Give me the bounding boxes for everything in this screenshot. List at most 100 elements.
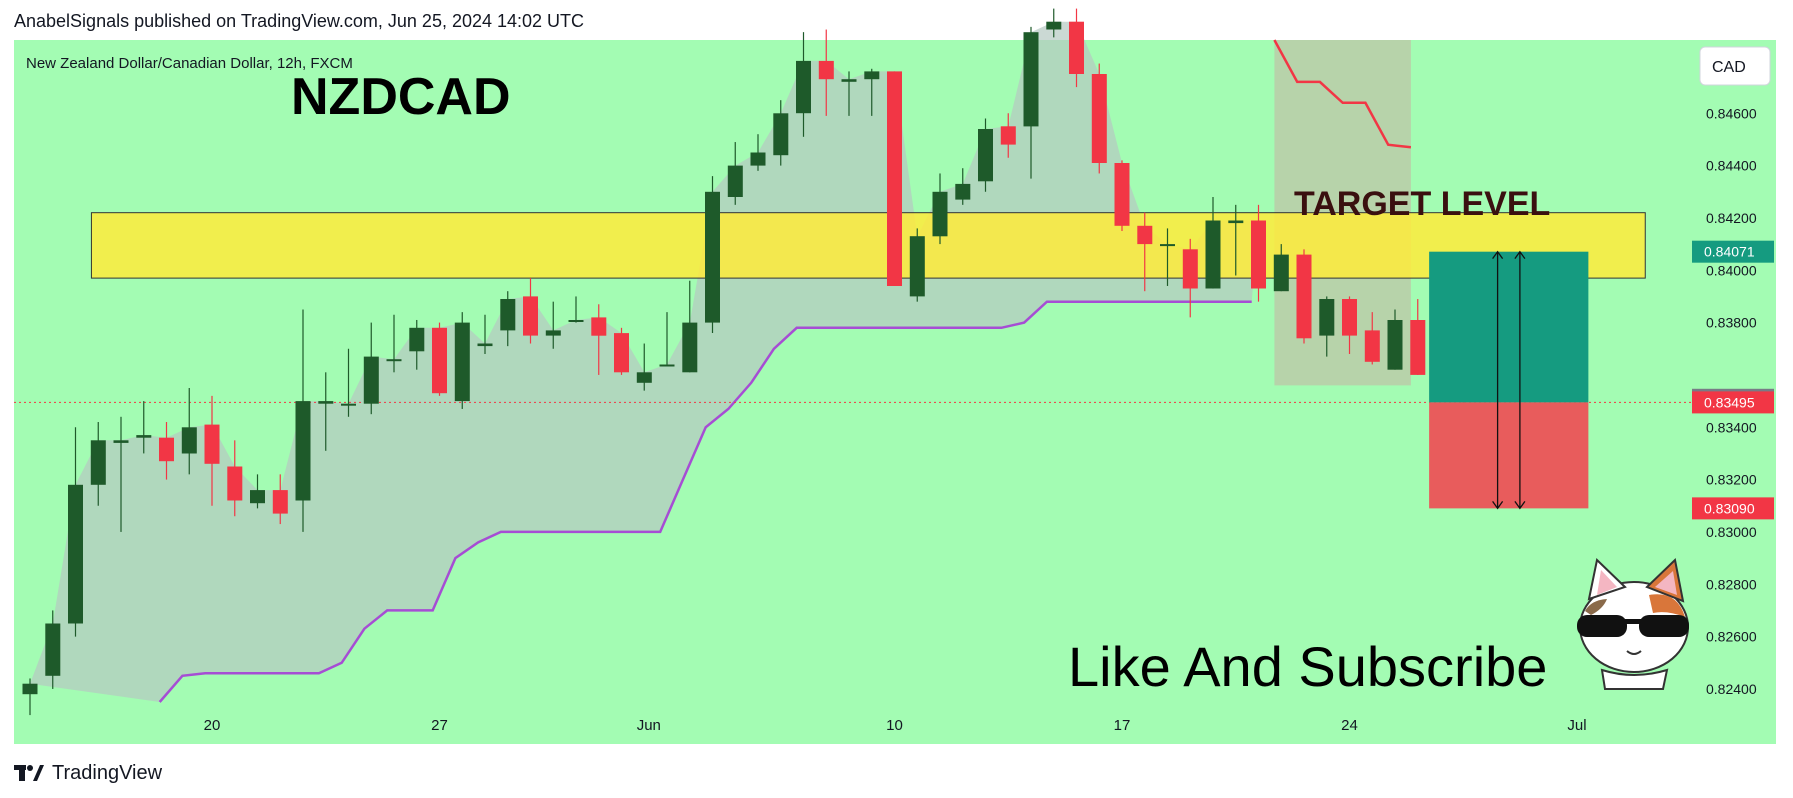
candle-body xyxy=(1046,21,1062,30)
candle-body xyxy=(659,364,675,367)
candle-body xyxy=(1114,163,1130,226)
candle-body xyxy=(796,60,811,114)
y-axis-tick-label: 0.82600 xyxy=(1706,629,1757,645)
candle-body xyxy=(727,165,743,197)
candle-body xyxy=(409,327,425,352)
y-axis-tick-label: 0.83200 xyxy=(1706,472,1757,488)
x-axis-tick-label: Jun xyxy=(637,717,661,734)
x-axis-tick-label: 17 xyxy=(1114,717,1131,734)
position-arrow-head-up xyxy=(1514,250,1526,260)
candle-body xyxy=(1228,220,1244,224)
candle-body xyxy=(68,484,83,624)
candle-body xyxy=(887,71,902,287)
target-zone-rectangle xyxy=(90,212,1646,279)
candle-body xyxy=(636,372,652,383)
x-axis-tick-label: 24 xyxy=(1341,717,1358,734)
candle-body xyxy=(318,401,334,404)
candle-body xyxy=(773,113,789,156)
candle-body xyxy=(1364,330,1380,362)
candle-body xyxy=(932,191,948,237)
candle-body xyxy=(1091,74,1107,163)
candle-body xyxy=(705,191,720,323)
x-axis-tick-label: 20 xyxy=(204,717,221,734)
y-axis-tick-label: 0.84000 xyxy=(1706,262,1757,278)
currency-button[interactable]: CAD xyxy=(1699,46,1771,86)
candle-body xyxy=(1273,254,1289,292)
resistance-trend-line xyxy=(1273,39,1412,149)
like-subscribe-annotation: Like And Subscribe xyxy=(1068,635,1547,698)
candle-body xyxy=(136,435,152,438)
stop-price-label-bg xyxy=(1692,497,1774,520)
candle-body xyxy=(1251,220,1266,289)
candle-body xyxy=(45,623,61,676)
y-axis-tick-label: 0.82400 xyxy=(1706,681,1757,697)
candle-body xyxy=(591,317,607,336)
candle-body xyxy=(864,71,880,80)
candle-body xyxy=(682,322,698,373)
support-trend-line xyxy=(158,300,1252,703)
x-axis-tick-label: 27 xyxy=(431,717,448,734)
candle-body xyxy=(750,152,766,166)
y-axis-tick-label: 0.82800 xyxy=(1706,576,1757,592)
y-axis-tick-label: 0.83000 xyxy=(1706,524,1757,540)
candle-body xyxy=(295,401,311,501)
candle-body xyxy=(1205,220,1221,289)
candle-body xyxy=(841,79,857,82)
candle-body xyxy=(341,403,356,406)
candle-body xyxy=(523,296,538,336)
symbol-description: New Zealand Dollar/Canadian Dollar, 12h,… xyxy=(26,55,353,72)
x-axis-tick-label: 10 xyxy=(886,717,903,734)
published-by-line: AnabelSignals published on TradingView.c… xyxy=(14,11,585,31)
candle-body xyxy=(1069,21,1084,74)
candle-body xyxy=(1410,320,1426,375)
candle-body xyxy=(1387,320,1403,370)
candle-body xyxy=(477,343,493,347)
position-arrow-head-down xyxy=(1514,500,1526,510)
cat-mascot-sticker xyxy=(1577,558,1689,690)
candle-body xyxy=(568,320,584,322)
current-price-label-bg xyxy=(1692,391,1774,414)
candle-body xyxy=(432,327,447,394)
candle-body xyxy=(500,299,516,331)
target-price-label: 0.84071 xyxy=(1704,244,1755,260)
candle-body xyxy=(272,490,288,514)
y-axis-tick-label: 0.84200 xyxy=(1706,210,1757,226)
candle-body xyxy=(614,333,629,373)
candle-body xyxy=(1137,225,1153,245)
candle-body xyxy=(909,236,925,297)
current-price-label: 0.83495 xyxy=(1704,394,1755,410)
candle-body xyxy=(1160,244,1175,247)
tradingview-brand-label: TradingView xyxy=(52,761,163,784)
target-price-label-bg xyxy=(1692,240,1774,263)
candle-body xyxy=(545,330,561,336)
position-arrow-head-up xyxy=(1492,250,1504,260)
price-chart[interactable]: 0.84600 0.84400 0.84200 0.84000 0.83800 0.834… xyxy=(0,0,1793,748)
candle-body xyxy=(1182,249,1198,289)
candle-body xyxy=(204,424,220,464)
stop-price-label: 0.83090 xyxy=(1704,500,1755,516)
currency-label: CAD xyxy=(1712,59,1746,76)
y-axis-tick-label: 0.83800 xyxy=(1706,315,1757,331)
candle-body xyxy=(1296,254,1312,339)
tradingview-logo[interactable]: TradingView xyxy=(14,760,162,786)
tradingview-footer: TradingView xyxy=(0,748,1793,798)
tradingview-logo-icon xyxy=(14,765,44,781)
candle-body xyxy=(1319,299,1335,336)
y-axis-tick-label: 0.84400 xyxy=(1706,158,1757,174)
publish-header: AnabelSignals published on TradingView.c… xyxy=(0,0,1793,40)
y-axis-tick-label: 0.83400 xyxy=(1706,419,1757,435)
target-level-annotation: TARGET LEVEL xyxy=(1294,185,1550,223)
candle-body xyxy=(250,490,265,504)
y-axis-tick-label: 0.84600 xyxy=(1706,105,1757,121)
candle-body xyxy=(181,427,197,454)
candle-body xyxy=(227,466,243,501)
stop-loss-box xyxy=(1429,402,1589,509)
candle-body xyxy=(955,183,971,200)
candle-body xyxy=(1000,126,1016,145)
take-profit-box xyxy=(1429,251,1589,403)
candle-body xyxy=(978,129,993,182)
candle-body xyxy=(113,440,129,443)
candle-body xyxy=(818,60,834,80)
candle-body xyxy=(363,356,379,404)
x-axis-tick-label: Jul xyxy=(1567,717,1586,734)
